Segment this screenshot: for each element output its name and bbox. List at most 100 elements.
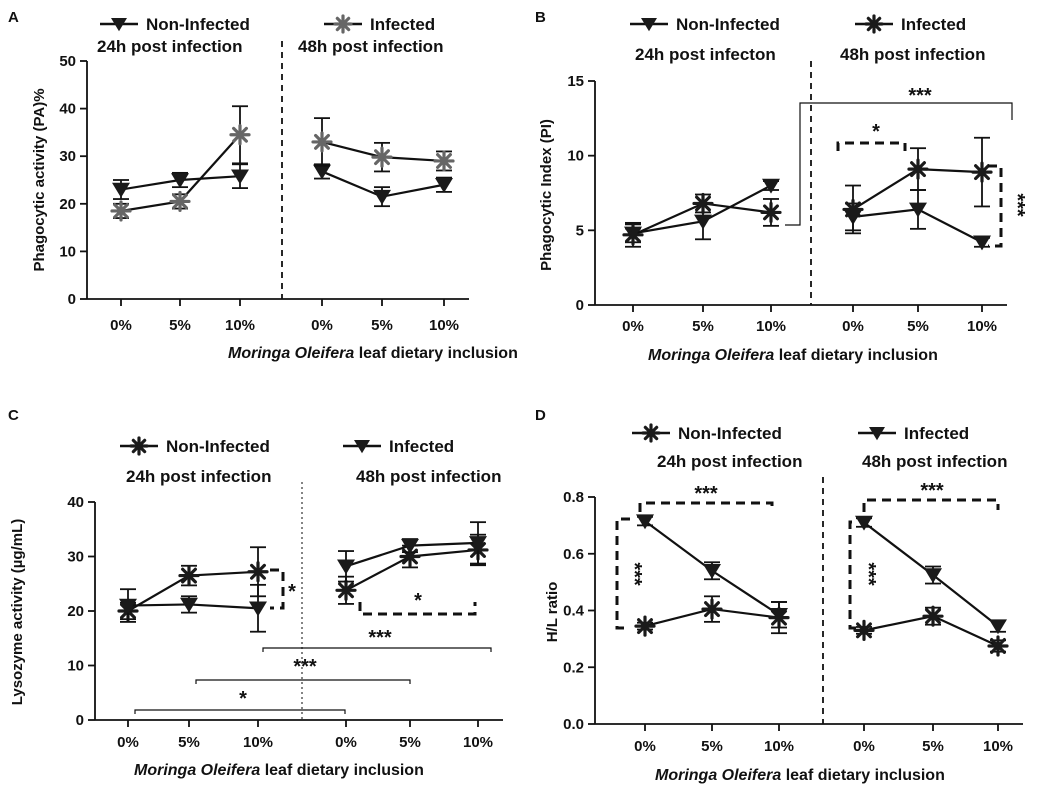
data-point-triangle	[762, 178, 780, 194]
bracket-dashed	[836, 141, 907, 151]
data-point-asterisk	[311, 131, 333, 153]
legend: Non-Infected Infected	[630, 14, 966, 34]
data-point-asterisk	[229, 124, 251, 146]
legend-asterisk-icon	[129, 436, 149, 456]
subtitle-24h: 24h post infection	[657, 452, 802, 471]
panel-letter: D	[535, 407, 546, 424]
subtitle-24h: 24h post infection	[126, 467, 271, 486]
sig-label: *	[239, 688, 247, 710]
legend-triangle-icon	[869, 427, 885, 441]
y-tick-label: 15	[567, 73, 584, 90]
sig-label: ***	[857, 562, 879, 586]
x-tick-label: 5%	[399, 734, 421, 751]
y-tick-label: 50	[59, 53, 76, 70]
legend: Non-Infected Infected	[100, 14, 435, 34]
legend-triangle-icon	[641, 18, 657, 32]
x-axis-label: Moringa Oleifera leaf dietary inclusion	[134, 762, 424, 779]
x-tick-label: 10%	[756, 318, 786, 335]
x-tick-label: 0%	[842, 318, 864, 335]
y-tick-label: 30	[67, 549, 84, 566]
data-point-asterisk	[110, 200, 132, 222]
data-point-triangle	[313, 164, 331, 180]
data-point-triangle	[180, 597, 198, 613]
bracket-long	[785, 102, 1013, 226]
data-point-triangle	[435, 178, 453, 193]
sig-label: *	[414, 590, 422, 612]
legend-asterisk-icon	[641, 423, 661, 443]
data-point-triangle	[770, 608, 788, 623]
x-axis-label-italic: Moringa Oleifera	[648, 347, 774, 364]
x-axis-label-italic: Moringa Oleifera	[655, 767, 781, 784]
data-point-asterisk	[169, 190, 191, 213]
legend-label: Infected	[370, 15, 435, 34]
sig-label: *	[872, 121, 880, 143]
y-tick-label: 10	[59, 243, 76, 260]
sig-label: ***	[623, 562, 645, 586]
subtitle-48h: 48h post infection	[862, 452, 1007, 471]
data-point-triangle	[469, 536, 487, 551]
legend: Non-Infected Infected	[120, 436, 454, 456]
data-point-asterisk	[760, 201, 782, 224]
series-non-infected	[117, 533, 489, 622]
data-point-asterisk	[907, 158, 929, 180]
sig-label: ***	[694, 483, 718, 505]
data-point-triangle	[636, 514, 654, 530]
panel-d: D Non-Infected Infected 24h post infection 4…	[535, 407, 1023, 784]
y-tick-label: 5	[576, 222, 584, 239]
data-point-asterisk	[692, 192, 714, 215]
x-tick-label: 0%	[311, 317, 333, 334]
data-point-triangle	[112, 182, 130, 198]
x-axis-label: Moringa Oleifera leaf dietary inclusion	[228, 345, 518, 362]
y-tick-label: 40	[67, 494, 84, 511]
y-tick-label: 0.0	[563, 716, 584, 733]
subtitle-48h: 48h post infection	[298, 37, 443, 56]
legend-label: Non-Infected	[678, 424, 782, 443]
series-infected	[110, 105, 455, 222]
sig-label: ***	[920, 480, 944, 502]
sig-label: ***	[293, 656, 317, 678]
x-tick-label: 10%	[243, 734, 273, 751]
data-point-asterisk	[178, 564, 200, 587]
data-point-asterisk	[922, 605, 944, 627]
x-axis-label: Moringa Oleifera leaf dietary inclusion	[655, 767, 945, 784]
x-tick-label: 10%	[764, 738, 794, 755]
subtitle-48h: 48h post infection	[356, 467, 501, 486]
data-point-triangle	[119, 598, 137, 614]
x-tick-label: 5%	[922, 738, 944, 755]
y-tick-label: 10	[567, 148, 584, 165]
data-point-asterisk	[987, 635, 1009, 657]
legend: Non-Infected Infected	[632, 423, 969, 443]
data-point-triangle	[694, 214, 712, 230]
data-point-asterisk	[853, 619, 875, 641]
x-axis-label-rest: leaf dietary inclusion	[260, 762, 424, 779]
series-infected	[622, 136, 993, 248]
subtitle-48h: 48h post infection	[840, 45, 985, 64]
x-tick-label: 10%	[463, 734, 493, 751]
y-tick-label: 10	[67, 658, 84, 675]
data-point-asterisk	[247, 561, 269, 583]
x-tick-label: 5%	[701, 738, 723, 755]
data-point-asterisk	[634, 615, 656, 637]
y-tick-label: 0.2	[563, 659, 584, 676]
panel-b: B Non-Infected Infected 24h post infecton 48…	[535, 9, 1028, 364]
panel-letter: C	[8, 407, 19, 424]
data-point-triangle	[909, 202, 927, 218]
series-non-infected	[634, 595, 1009, 657]
data-point-triangle	[973, 235, 991, 251]
y-axis-label: H/L ratio	[544, 582, 561, 643]
x-tick-label: 0%	[634, 738, 656, 755]
sig-label: ***	[368, 627, 392, 649]
legend-label: Non-Infected	[146, 15, 250, 34]
x-tick-label: 5%	[169, 317, 191, 334]
subtitle-24h: 24h post infection	[97, 37, 242, 56]
bracket-dashed	[638, 501, 774, 512]
legend-label: Non-Infected	[166, 437, 270, 456]
series-infected	[636, 514, 1007, 635]
x-tick-label: 0%	[853, 738, 875, 755]
x-tick-label: 10%	[225, 317, 255, 334]
bracket-dashed	[862, 498, 1000, 512]
data-point-triangle	[989, 619, 1007, 635]
y-axis-label: Phagocytic Index (PI)	[538, 119, 555, 271]
bracket-long	[262, 647, 492, 652]
data-point-triangle	[855, 515, 873, 531]
